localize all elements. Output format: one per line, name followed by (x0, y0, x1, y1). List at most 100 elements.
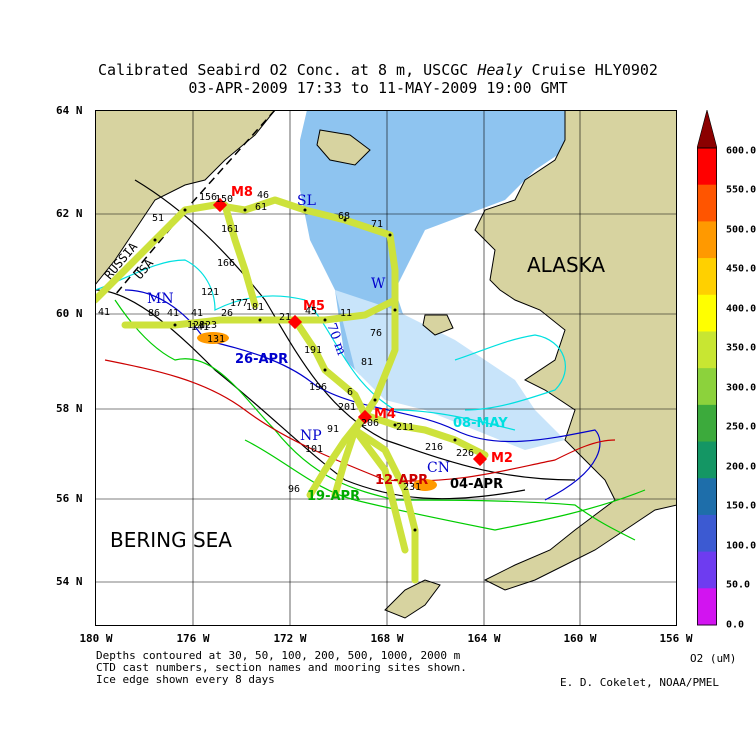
colorbar-label-250: 250.0 (726, 421, 756, 433)
cast-177: 177 (230, 298, 248, 309)
lat-label-64: 64 N (56, 104, 83, 117)
footer-line-2: CTD cast numbers, section names and moor… (96, 661, 467, 674)
date-label-12-apr: 12-APR (375, 473, 428, 488)
colorbar-label-0: 0.0 (726, 619, 745, 631)
lat-label-54: 54 N (56, 575, 83, 588)
convention-line (114, 110, 276, 296)
date-label-04-apr: 04-APR (450, 477, 503, 492)
cast-91: 91 (327, 424, 339, 435)
colorbar-label-500: 500.0 (726, 224, 756, 236)
colorbar-top-arrow (697, 110, 717, 149)
section-label-cn: CN (427, 460, 450, 476)
map-panel: ALASKA BERING SEA RUSSIA USA SL MN W NP … (95, 110, 677, 626)
cast-196: 196 (309, 382, 327, 393)
date-label-19-apr: 19-APR (307, 489, 360, 504)
colorbar-frame (697, 147, 717, 626)
grid-lines (95, 110, 677, 626)
high-o2-patches (197, 332, 437, 491)
cast-41-b: 41 (167, 308, 179, 319)
colorbar-label-300: 300.0 (726, 382, 756, 394)
cast-166: 166 (217, 258, 235, 269)
colorbar-label-400: 400.0 (726, 303, 756, 315)
lon-label-164: 164 W (467, 632, 501, 645)
cast-121: 121 (201, 287, 219, 298)
mooring-m8-label: M8 (231, 185, 253, 200)
colorbar-band (697, 148, 717, 186)
section-label-sl: SL (297, 193, 316, 209)
mooring-m2-label: M2 (491, 451, 513, 466)
colorbar-label-600: 600.0 (726, 145, 756, 157)
mooring-m4-label: M4 (374, 407, 396, 422)
colorbar-label-200: 200.0 (726, 461, 756, 473)
alaska-label: ALASKA (527, 253, 605, 277)
chart-title: Calibrated Seabird O2 Conc. at 8 m, USCG… (98, 61, 658, 79)
lon-label-180: 180 W (79, 632, 113, 645)
colorbar-band (697, 441, 717, 479)
alaska-landmass (474, 110, 677, 591)
cast-131: 131 (207, 334, 225, 345)
colorbar-band (697, 294, 717, 332)
colorbar-units: O2 (uM) (690, 652, 737, 665)
cast-81: 81 (361, 357, 373, 368)
cast-128: 128 (187, 320, 205, 331)
section-label-mn: MN (147, 291, 174, 307)
colorbar-band (697, 331, 717, 369)
colorbar-label-450: 450.0 (726, 263, 756, 275)
cast-11: 11 (340, 308, 352, 319)
colorbar-label-150: 150.0 (726, 500, 756, 512)
cast-51: 51 (152, 213, 164, 224)
cast-76: 76 (370, 328, 382, 339)
mooring-m4-marker (357, 409, 373, 425)
colorbar (697, 110, 717, 626)
colorbar-label-100: 100.0 (726, 540, 756, 552)
cast-21: 21 (279, 312, 291, 323)
date-label-26-apr: 26-APR (235, 352, 288, 367)
colorbar-band (697, 588, 717, 626)
cast-211: 211 (396, 422, 414, 433)
colorbar-label-350: 350.0 (726, 342, 756, 354)
footer-notes: Depths contoured at 30, 50, 100, 200, 50… (96, 650, 467, 686)
cast-123: 123 (199, 320, 217, 331)
colorbar-label-50: 50.0 (726, 579, 751, 591)
cast-231: 231 (403, 482, 421, 493)
cast-150: 150 (215, 194, 233, 205)
lat-label-62: 62 N (56, 207, 83, 220)
colorbar-label-550: 550.0 (726, 184, 756, 196)
cast-161: 161 (221, 224, 239, 235)
cast-206: 206 (361, 418, 379, 429)
section-label-w: W (371, 276, 386, 292)
mooring-m2-marker (472, 451, 488, 467)
cast-226: 226 (456, 448, 474, 459)
section-label-np: NP (300, 428, 322, 444)
colorbar-band (697, 514, 717, 553)
cast-96: 96 (288, 484, 300, 495)
cast-6: 6 (347, 387, 353, 398)
credit-text: E. D. Cokelet, NOAA/PMEL (560, 676, 719, 689)
cast-41-a: 41 (98, 307, 110, 318)
colorbar-band (697, 258, 717, 296)
cast-26: 26 (221, 308, 233, 319)
cast-181: 181 (246, 302, 264, 313)
aleutian-islands (384, 579, 441, 619)
cast-46: 46 (257, 190, 269, 201)
bering-sea-label: BERING SEA (110, 528, 232, 552)
lon-label-176: 176 W (176, 632, 210, 645)
cast-191: 191 (304, 345, 322, 356)
colorbar-band (697, 221, 717, 259)
lat-label-60: 60 N (56, 307, 83, 320)
st-lawrence-island (316, 129, 371, 166)
cast-141: 141 (191, 322, 209, 333)
nunivak-island (422, 314, 454, 336)
cast-61: 61 (255, 202, 267, 213)
lon-label-156: 156 W (659, 632, 693, 645)
footer-line-1: Depths contoured at 30, 50, 100, 200, 50… (96, 649, 461, 662)
colorbar-band (697, 551, 717, 589)
colorbar-band (697, 404, 717, 443)
cast-71: 71 (371, 219, 383, 230)
cast-156: 156 (199, 192, 217, 203)
cast-68: 68 (338, 211, 350, 222)
map-frame (95, 110, 677, 626)
mooring-m5-marker (287, 314, 303, 330)
lon-label-172: 172 W (273, 632, 307, 645)
footer-line-3: Ice edge shown every 8 days (96, 673, 275, 686)
